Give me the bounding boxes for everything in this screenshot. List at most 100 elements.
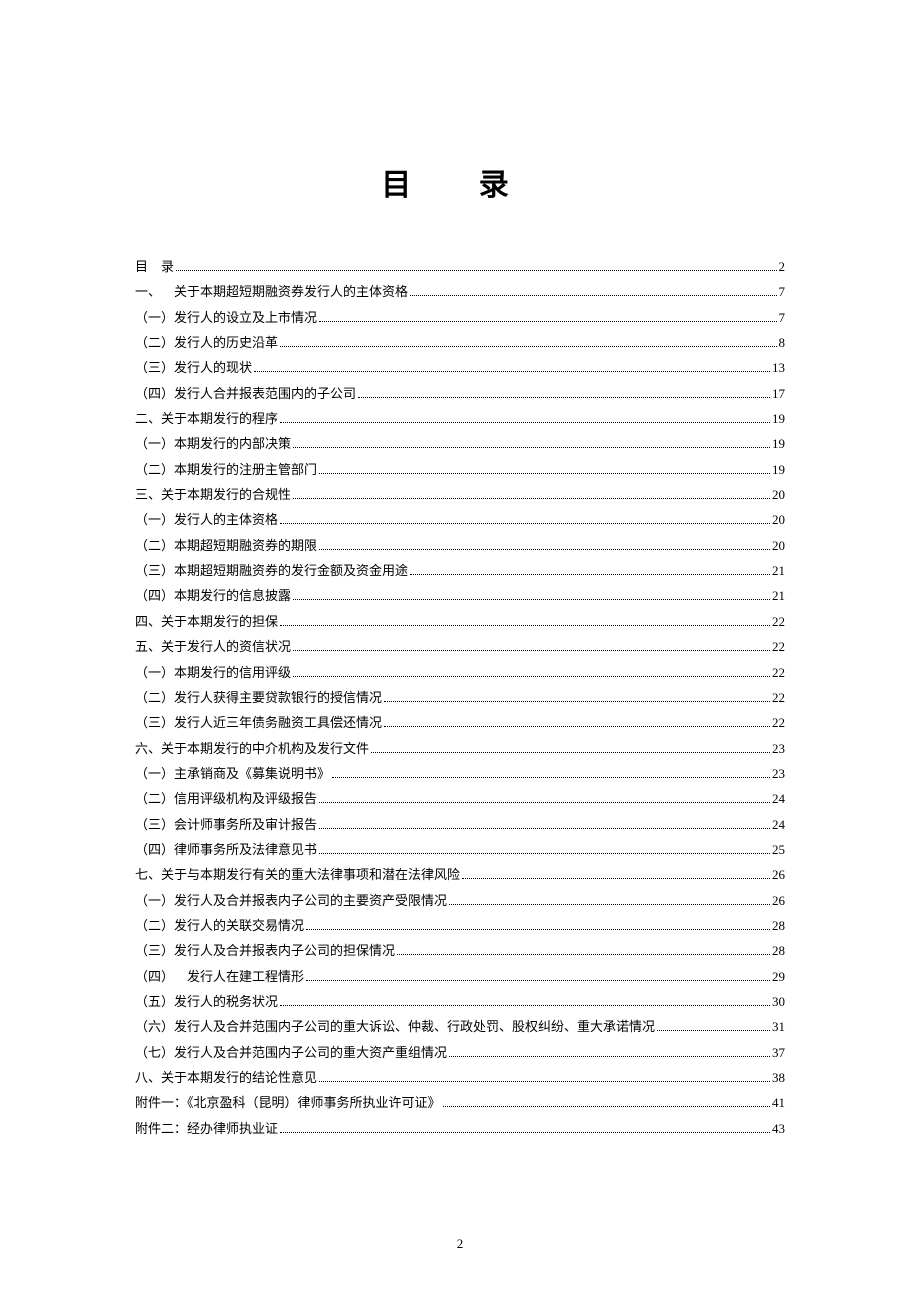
toc-entry-page: 22 xyxy=(772,634,785,659)
toc-leader xyxy=(280,1005,770,1006)
toc-entry: （一）本期发行的内部决策19 xyxy=(135,431,785,456)
toc-entry-page: 24 xyxy=(772,812,785,837)
toc-entry: （三）会计师事务所及审计报告 24 xyxy=(135,812,785,837)
toc-entry: （二）本期超短期融资券的期限 20 xyxy=(135,533,785,558)
toc-leader xyxy=(293,650,770,651)
toc-entry: 七、关于与本期发行有关的重大法律事项和潜在法律风险26 xyxy=(135,862,785,887)
toc-entry-text: （二）发行人获得主要贷款银行的授信情况 xyxy=(135,685,382,710)
toc-entry: （一）发行人的设立及上市情况 7 xyxy=(135,305,785,330)
toc-entry: 目 录 2 xyxy=(135,254,785,279)
toc-entry-text: （三）本期超短期融资券的发行金额及资金用途 xyxy=(135,558,408,583)
toc-entry-text: 三、关于本期发行的合规性 xyxy=(135,482,291,507)
toc-entry: 二、关于本期发行的程序19 xyxy=(135,406,785,431)
toc-entry-text: 六、关于本期发行的中介机构及发行文件 xyxy=(135,736,369,761)
toc-entry-page: 7 xyxy=(779,305,786,330)
toc-leader xyxy=(319,1081,770,1082)
toc-entry-text: 八、关于本期发行的结论性意见 xyxy=(135,1065,317,1090)
toc-entry-text: （四）律师事务所及法律意见书 xyxy=(135,837,317,862)
toc-entry-text: （三）发行人及合并报表内子公司的担保情况 xyxy=(135,938,395,963)
document-page: 目 录 目 录2一、 关于本期超短期融资券发行人的主体资格7（一）发行人的设立及… xyxy=(0,0,920,1181)
toc-leader xyxy=(280,1132,770,1133)
toc-entry-page: 8 xyxy=(779,330,786,355)
toc-entry: （二）发行人获得主要贷款银行的授信情况 22 xyxy=(135,685,785,710)
toc-leader xyxy=(319,853,770,854)
toc-entry-page: 19 xyxy=(772,431,785,456)
toc-entry-text: 附件一：《北京盈科（昆明）律师事务所执业许可证》 xyxy=(135,1090,441,1115)
toc-entry-text: 目 录 xyxy=(135,254,174,279)
toc-leader xyxy=(332,777,770,778)
toc-entry: （三）发行人近三年债务融资工具偿还情况22 xyxy=(135,710,785,735)
toc-leader xyxy=(280,346,776,347)
toc-entry-page: 20 xyxy=(772,482,785,507)
toc-entry: （七）发行人及合并范围内子公司的重大资产重组情况 37 xyxy=(135,1040,785,1065)
toc-leader xyxy=(449,1056,770,1057)
toc-entry: （四）发行人合并报表范围内的子公司17 xyxy=(135,381,785,406)
toc-entry-text: （七）发行人及合并范围内子公司的重大资产重组情况 xyxy=(135,1040,447,1065)
toc-entry-text: （一）发行人的设立及上市情况 xyxy=(135,305,317,330)
toc-entry-text: （六）发行人及合并范围内子公司的重大诉讼、仲裁、行政处罚、股权纠纷、重大承诺情况 xyxy=(135,1014,655,1039)
toc-leader xyxy=(254,371,770,372)
toc-entry-page: 13 xyxy=(772,355,785,380)
toc-entry: （一）发行人的主体资格20 xyxy=(135,507,785,532)
toc-entry-text: （二）发行人的历史沿革 xyxy=(135,330,278,355)
toc-entry: （三）发行人的现状 13 xyxy=(135,355,785,380)
toc-entry-page: 30 xyxy=(772,989,785,1014)
page-number: 2 xyxy=(0,1236,920,1252)
toc-leader xyxy=(384,726,770,727)
toc-leader xyxy=(306,980,770,981)
toc-entry-page: 26 xyxy=(772,862,785,887)
toc-entry-text: （二）本期超短期融资券的期限 xyxy=(135,533,317,558)
toc-entry: （二）信用评级机构及评级报告24 xyxy=(135,786,785,811)
toc-entry: （五）发行人的税务状况30 xyxy=(135,989,785,1014)
toc-entry-text: （三）发行人的现状 xyxy=(135,355,252,380)
toc-entry-page: 17 xyxy=(772,381,785,406)
toc-title: 目 录 xyxy=(135,160,785,204)
toc-entry: 三、关于本期发行的合规性 20 xyxy=(135,482,785,507)
toc-entry-text: （二）信用评级机构及评级报告 xyxy=(135,786,317,811)
toc-leader xyxy=(371,752,770,753)
toc-leader xyxy=(319,828,770,829)
toc-leader xyxy=(443,1106,770,1107)
toc-entry-page: 28 xyxy=(772,913,785,938)
toc-leader xyxy=(319,321,776,322)
toc-leader xyxy=(176,270,776,271)
toc-leader xyxy=(293,676,770,677)
toc-leader xyxy=(319,802,770,803)
toc-entry-page: 29 xyxy=(772,964,785,989)
toc-leader xyxy=(657,1030,770,1031)
toc-entry-page: 20 xyxy=(772,533,785,558)
toc-leader xyxy=(462,878,770,879)
toc-entry-page: 2 xyxy=(779,254,786,279)
toc-entry-page: 22 xyxy=(772,685,785,710)
toc-entry-text: （三）会计师事务所及审计报告 xyxy=(135,812,317,837)
toc-entry-page: 38 xyxy=(772,1065,785,1090)
toc-entry-text: （四） 发行人在建工程情形 xyxy=(135,964,304,989)
toc-entry: 六、关于本期发行的中介机构及发行文件 23 xyxy=(135,736,785,761)
toc-entry-text: （一）本期发行的信用评级 xyxy=(135,660,291,685)
toc-entry: （一）本期发行的信用评级22 xyxy=(135,660,785,685)
toc-entry-page: 21 xyxy=(772,558,785,583)
toc-entry: （一）发行人及合并报表内子公司的主要资产受限情况26 xyxy=(135,888,785,913)
toc-entry-page: 37 xyxy=(772,1040,785,1065)
toc-leader xyxy=(293,447,770,448)
toc-entry-text: 五、关于发行人的资信状况 xyxy=(135,634,291,659)
toc-entry-page: 28 xyxy=(772,938,785,963)
toc-leader xyxy=(280,523,770,524)
toc-entry: （四） 发行人在建工程情形 29 xyxy=(135,964,785,989)
toc-entry-text: 一、 关于本期超短期融资券发行人的主体资格 xyxy=(135,279,408,304)
toc-entry: 八、关于本期发行的结论性意见 38 xyxy=(135,1065,785,1090)
toc-entry-text: （一）发行人及合并报表内子公司的主要资产受限情况 xyxy=(135,888,447,913)
toc-entry-text: 二、关于本期发行的程序 xyxy=(135,406,278,431)
toc-entry-page: 23 xyxy=(772,736,785,761)
table-of-contents: 目 录2一、 关于本期超短期融资券发行人的主体资格7（一）发行人的设立及上市情况… xyxy=(135,254,785,1141)
toc-entry: （四）本期发行的信息披露21 xyxy=(135,583,785,608)
toc-leader xyxy=(319,549,770,550)
toc-entry-text: 四、关于本期发行的担保 xyxy=(135,609,278,634)
toc-entry-page: 22 xyxy=(772,609,785,634)
toc-entry-page: 7 xyxy=(779,279,786,304)
toc-entry-text: （二）发行人的关联交易情况 xyxy=(135,913,304,938)
toc-entry: （一）主承销商及《募集说明书》23 xyxy=(135,761,785,786)
toc-entry-page: 43 xyxy=(772,1116,785,1141)
toc-leader xyxy=(306,929,770,930)
toc-leader xyxy=(410,295,776,296)
